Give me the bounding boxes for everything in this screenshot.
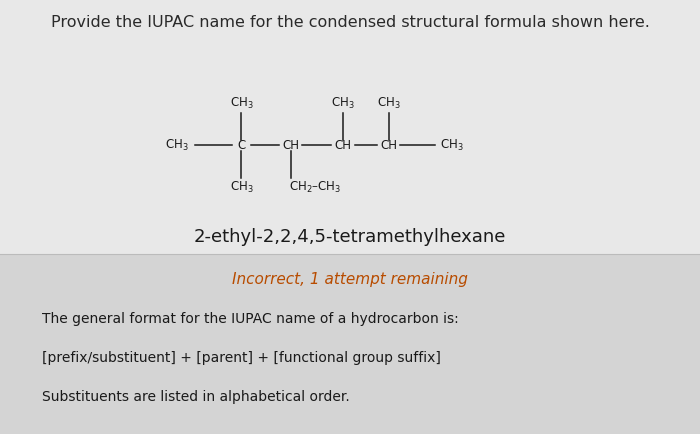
Text: CH$_3$: CH$_3$: [331, 95, 355, 111]
Text: C: C: [237, 139, 246, 152]
Bar: [0, 254, 700, 434]
Text: CH$_3$: CH$_3$: [230, 180, 253, 195]
Text: Substituents are listed in alphabetical order.: Substituents are listed in alphabetical …: [42, 390, 350, 404]
Text: CH$_3$: CH$_3$: [165, 138, 189, 153]
Text: CH: CH: [282, 139, 299, 152]
Text: Incorrect, 1 attempt remaining: Incorrect, 1 attempt remaining: [232, 273, 468, 287]
Text: The general format for the IUPAC name of a hydrocarbon is:: The general format for the IUPAC name of…: [42, 312, 458, 326]
Text: CH: CH: [335, 139, 351, 152]
Text: CH$_2$–CH$_3$: CH$_2$–CH$_3$: [289, 180, 342, 195]
Bar: [0, 0, 700, 254]
Text: CH: CH: [380, 139, 397, 152]
Text: [prefix/substituent] + [parent] + [functional group suffix]: [prefix/substituent] + [parent] + [funct…: [42, 351, 441, 365]
Text: CH$_3$: CH$_3$: [377, 95, 400, 111]
Text: CH$_3$: CH$_3$: [230, 95, 253, 111]
Text: Provide the IUPAC name for the condensed structural formula shown here.: Provide the IUPAC name for the condensed…: [50, 15, 650, 30]
Text: 2-ethyl-2,2,4,5-tetramethylhexane: 2-ethyl-2,2,4,5-tetramethylhexane: [194, 227, 506, 246]
Text: CH$_3$: CH$_3$: [440, 138, 463, 153]
